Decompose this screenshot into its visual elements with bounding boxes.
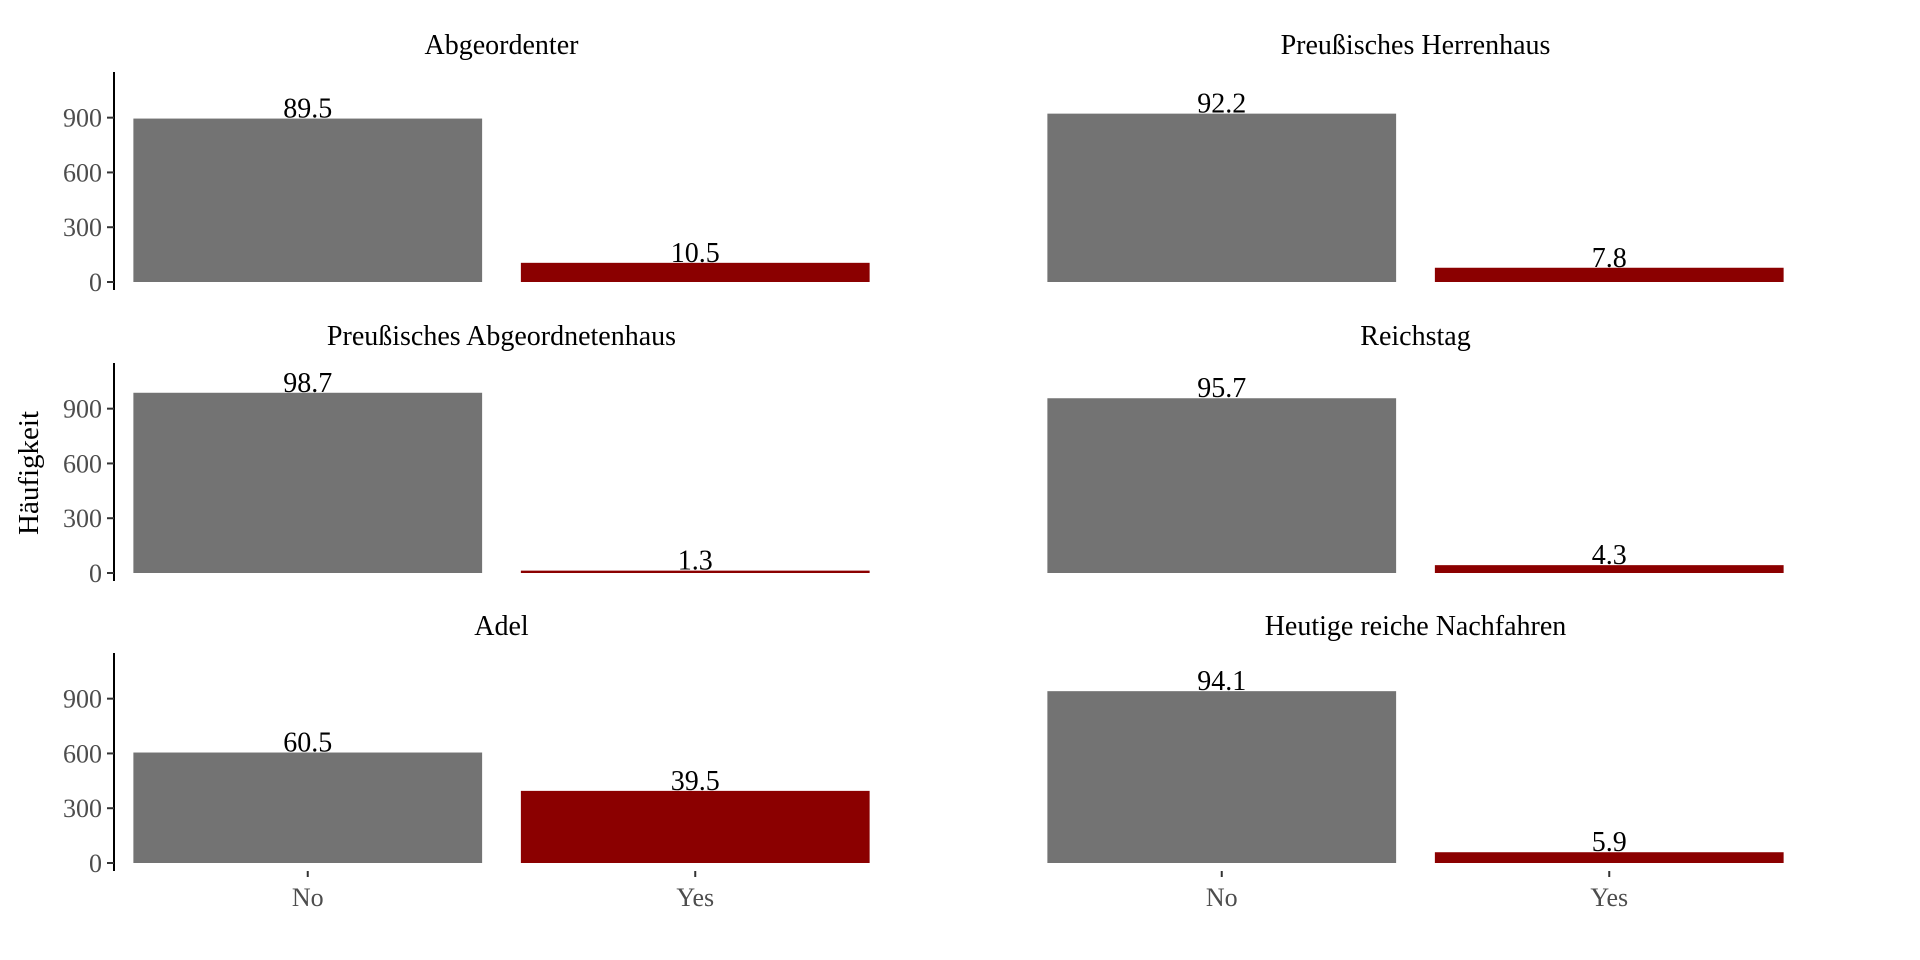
y-tick-label: 300 — [63, 213, 102, 242]
y-tick-label: 600 — [63, 158, 102, 187]
x-tick-label: No — [292, 883, 324, 912]
panel-5: Adel 0 300 600 900 60.5 39.5 No Yes — [63, 611, 870, 912]
y-tick-label: 300 — [63, 794, 102, 823]
x-tick-label: Yes — [1590, 883, 1628, 912]
panel-1: Abgeordenter 0 300 600 900 89.5 10.5 — [63, 30, 870, 297]
bar-no — [133, 752, 483, 863]
panel-title: Reichstag — [1360, 321, 1470, 352]
bar-value-label: 89.5 — [283, 94, 332, 125]
panel-4: Reichstag 95.7 4.3 — [1047, 321, 1784, 573]
bar-value-label: 7.8 — [1592, 243, 1627, 274]
y-tick-label: 0 — [89, 559, 102, 588]
bar-no — [1047, 113, 1397, 282]
x-tick-label: Yes — [676, 883, 714, 912]
bar-value-label: 1.3 — [678, 546, 713, 577]
bar-no — [133, 392, 483, 573]
y-tick-label: 300 — [63, 504, 102, 533]
bar-yes — [520, 790, 870, 863]
facet-panels: Abgeordenter 0 300 600 900 89.5 10.5 Preußische… — [63, 30, 1784, 912]
bar-no — [1047, 691, 1397, 863]
bar-yes — [1434, 267, 1784, 282]
bar-no — [133, 118, 483, 282]
bar-yes — [1434, 852, 1784, 863]
panel-title: Preußisches Herrenhaus — [1281, 30, 1551, 61]
bar-value-label: 4.3 — [1592, 540, 1627, 571]
panel-3: Preußisches Abgeordnetenhaus 0 300 600 900 98… — [63, 321, 870, 588]
y-tick-label: 0 — [89, 268, 102, 297]
y-tick-label: 600 — [63, 739, 102, 768]
bar-value-label: 95.7 — [1197, 373, 1246, 404]
bar-value-label: 10.5 — [671, 238, 720, 269]
y-axis-title: Häufigkeit — [13, 411, 45, 535]
bar-yes — [520, 262, 870, 282]
bar-value-label: 39.5 — [671, 766, 720, 797]
y-tick-label: 600 — [63, 449, 102, 478]
panel-title: Abgeordenter — [425, 30, 580, 61]
panel-6: Heutige reiche Nachfahren 94.1 5.9 No Yes — [1047, 611, 1784, 912]
panel-title: Heutige reiche Nachfahren — [1265, 611, 1567, 642]
bar-value-label: 98.7 — [283, 368, 332, 399]
bar-yes — [1434, 565, 1784, 573]
bar-value-label: 5.9 — [1592, 827, 1627, 858]
y-tick-label: 0 — [89, 849, 102, 878]
y-tick-label: 900 — [63, 395, 102, 424]
bar-no — [1047, 398, 1397, 573]
bar-value-label: 92.2 — [1197, 89, 1246, 120]
bar-value-label: 60.5 — [283, 728, 332, 759]
panel-2: Preußisches Herrenhaus 92.2 7.8 — [1047, 30, 1784, 282]
bar-value-label: 94.1 — [1197, 666, 1246, 697]
bar-yes — [520, 570, 870, 573]
y-tick-label: 900 — [63, 685, 102, 714]
x-tick-label: No — [1206, 883, 1238, 912]
panel-title: Preußisches Abgeordnetenhaus — [327, 321, 676, 352]
panel-title: Adel — [474, 611, 529, 642]
y-tick-label: 900 — [63, 104, 102, 133]
